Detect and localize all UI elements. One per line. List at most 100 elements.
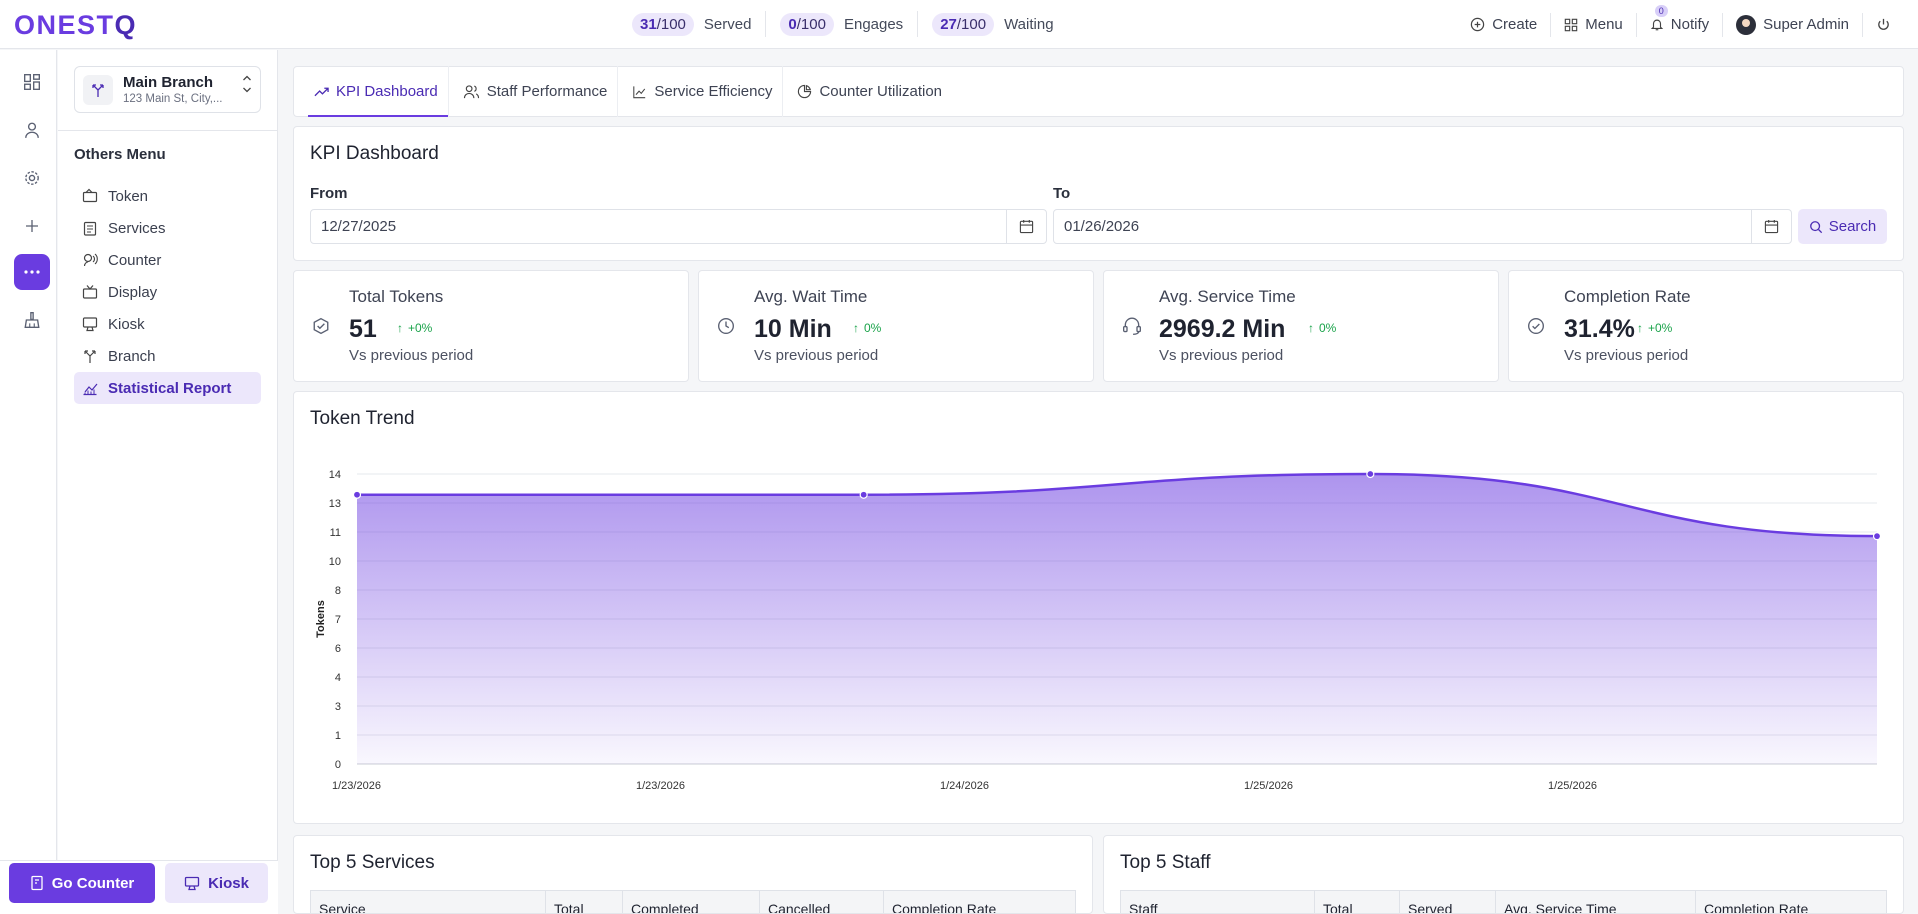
date-filter-panel: KPI Dashboard From To 12/27/2025 01/26/2… xyxy=(293,126,1904,261)
y-tick-label: 1 xyxy=(335,730,341,742)
sidebar-item-token[interactable]: Token xyxy=(74,180,261,212)
check-circle-icon xyxy=(1527,317,1545,339)
data-point xyxy=(1366,469,1375,479)
avatar xyxy=(1736,14,1757,35)
calendar-icon[interactable] xyxy=(1006,210,1046,243)
rail-cleaning-button[interactable] xyxy=(14,302,50,338)
top-services-table-header: Service Total Completed Cancelled Comple… xyxy=(310,890,1076,914)
user-icon xyxy=(25,122,39,138)
arrow-up-icon: ↑ xyxy=(853,321,859,335)
rail-add-button[interactable] xyxy=(14,208,50,244)
ticket-icon xyxy=(82,188,98,204)
kiosk-button[interactable]: Kiosk xyxy=(165,863,268,903)
kpi-subtitle: Vs previous period xyxy=(349,347,474,364)
arrow-up-icon: ↑ xyxy=(1308,321,1314,335)
branch-address: 123 Main St, City,... xyxy=(123,93,223,105)
y-tick-label: 11 xyxy=(330,527,341,539)
kiosk-icon xyxy=(82,316,98,332)
from-date-input[interactable]: 12/27/2025 xyxy=(310,209,1047,244)
user-menu[interactable]: Super Admin xyxy=(1723,12,1863,37)
counter-icon xyxy=(31,875,43,891)
top-staff-card: Top 5 Staff Staff Total Served Avg. Serv… xyxy=(1103,835,1904,914)
kpi-change: ↑ +0% xyxy=(1637,321,1673,335)
app-logo[interactable]: ONESTQ xyxy=(14,10,138,40)
clock-icon xyxy=(717,317,735,339)
tab-service-efficiency[interactable]: Service Efficiency xyxy=(626,66,784,117)
sidebar-item-display[interactable]: Display xyxy=(74,276,261,308)
tab-counter-utilization[interactable]: Counter Utilization xyxy=(791,66,952,117)
sidebar-item-statistical-report[interactable]: Statistical Report xyxy=(74,372,261,404)
column-header: Total xyxy=(546,891,623,913)
kpi-title: Avg. Wait Time xyxy=(754,287,868,306)
agent-icon xyxy=(82,252,98,268)
rail-dashboard-button[interactable] xyxy=(14,64,50,100)
to-date-input[interactable]: 01/26/2026 xyxy=(1053,209,1792,244)
create-button[interactable]: Create xyxy=(1457,12,1552,37)
icon-rail xyxy=(0,50,57,914)
engages-value: 0 xyxy=(788,15,797,33)
y-axis-label: Tokens xyxy=(315,600,327,638)
tab-kpi-dashboard[interactable]: KPI Dashboard xyxy=(308,66,449,117)
top-staff-title: Top 5 Staff xyxy=(1120,852,1211,873)
y-tick-label: 4 xyxy=(335,672,341,684)
kpi-card-completion-rate: Completion Rate 31.4% ↑ +0% Vs previous p… xyxy=(1508,270,1904,382)
notify-count-badge: 0 xyxy=(1654,4,1668,17)
served-counter: 31/100 Served xyxy=(618,11,767,37)
y-tick-label: 7 xyxy=(335,614,341,626)
column-header: Completed xyxy=(623,891,760,913)
arrow-up-icon: ↑ xyxy=(397,321,403,335)
top-services-title: Top 5 Services xyxy=(310,852,435,873)
branch-selector[interactable]: Main Branch 123 Main St, City,... xyxy=(74,66,261,113)
y-tick-label: 6 xyxy=(335,643,341,655)
y-tick-label: 10 xyxy=(329,556,341,568)
series-area xyxy=(357,474,1877,764)
rail-more-button[interactable] xyxy=(14,254,50,290)
column-header: Cancelled xyxy=(760,891,884,913)
waiting-counter: 27/100 Waiting xyxy=(918,11,1067,37)
rail-settings-button[interactable] xyxy=(14,160,50,196)
kiosk-icon xyxy=(184,876,200,890)
notify-button[interactable]: 0 Notify xyxy=(1637,4,1724,37)
kpi-value: 2969.2 Min xyxy=(1159,315,1286,343)
go-counter-button[interactable]: Go Counter xyxy=(9,863,155,903)
power-icon xyxy=(1878,18,1889,30)
plus-icon xyxy=(26,220,38,232)
sidebar-item-branch[interactable]: Branch xyxy=(74,340,261,372)
chart-title: Token Trend xyxy=(310,408,415,429)
y-tick-label: 8 xyxy=(335,585,341,597)
waiting-value: 27 xyxy=(940,15,957,33)
column-header: Served xyxy=(1400,891,1496,913)
menu-button[interactable]: Menu xyxy=(1551,12,1637,37)
kpi-change: ↑ 0% xyxy=(853,321,882,335)
calendar-icon[interactable] xyxy=(1751,210,1791,243)
broom-icon xyxy=(24,312,40,328)
search-icon xyxy=(1809,220,1822,233)
logout-button[interactable] xyxy=(1863,13,1904,37)
y-tick-label: 0 xyxy=(335,759,341,771)
more-dots-icon xyxy=(24,270,40,274)
tv-icon xyxy=(82,284,98,300)
rail-user-button[interactable] xyxy=(14,112,50,148)
sidebar-item-counter[interactable]: Counter xyxy=(74,244,261,276)
waiting-label: Waiting xyxy=(1004,15,1054,33)
tab-staff-performance[interactable]: Staff Performance xyxy=(457,66,619,117)
kpi-card-avg-service-time: Avg. Service Time 2969.2 Min ↑ 0% Vs prev… xyxy=(1103,270,1499,382)
chevron-updown-icon xyxy=(242,73,252,100)
sidebar-item-services[interactable]: Services xyxy=(74,212,261,244)
x-tick-label: 1/25/2026 xyxy=(1244,780,1293,792)
to-label: To xyxy=(1053,185,1071,202)
from-label: From xyxy=(310,185,348,202)
top-staff-table-header: Staff Total Served Avg. Service Time Com… xyxy=(1120,890,1887,913)
kpi-subtitle: Vs previous period xyxy=(1564,347,1689,364)
y-tick-label: 3 xyxy=(335,701,341,713)
sidebar-item-kiosk[interactable]: Kiosk xyxy=(74,308,261,340)
kpi-value: 31.4% xyxy=(1564,315,1635,343)
report-tabs: KPI Dashboard Staff Performance Service … xyxy=(293,66,1904,117)
column-header: Completion Rate xyxy=(892,901,997,914)
data-point xyxy=(352,490,362,499)
column-header: Avg. Service Time xyxy=(1496,891,1696,913)
data-point xyxy=(1872,532,1882,541)
kpi-title: Avg. Service Time xyxy=(1159,287,1296,306)
search-button[interactable]: Search xyxy=(1798,209,1887,244)
y-tick-label: 14 xyxy=(329,469,341,481)
